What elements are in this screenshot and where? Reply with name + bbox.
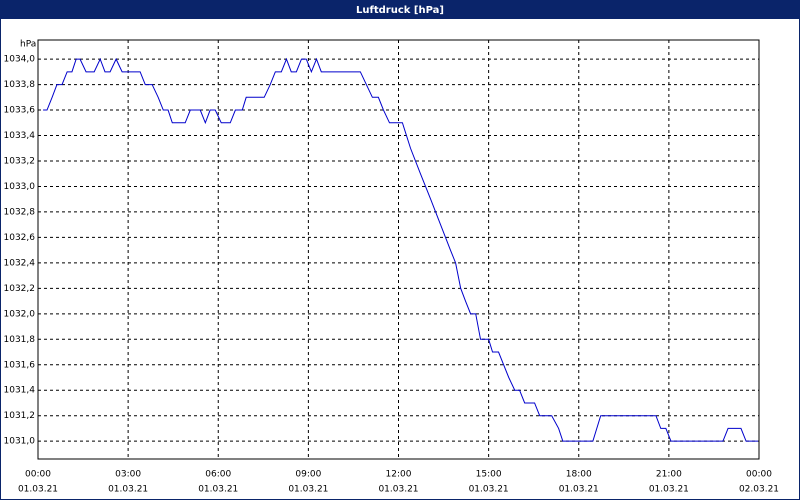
x-tick-label: 15:00	[476, 470, 502, 480]
x-tick-date: 01.03.21	[18, 485, 58, 495]
x-tick-date: 01.03.21	[108, 485, 148, 495]
y-tick-label: 1031,6	[4, 360, 36, 370]
data-line	[43, 57, 759, 442]
x-tick-date: 01.03.21	[649, 485, 689, 495]
y-tick-label: 1031,8	[4, 335, 36, 345]
x-tick-date: 01.03.21	[288, 485, 328, 495]
y-unit: hPa	[20, 40, 36, 50]
x-tick-label: 06:00	[205, 470, 231, 480]
y-tick-label: 1031,4	[4, 386, 36, 396]
y-tick-label: 1033,0	[4, 182, 36, 192]
y-tick-label: 1031,0	[4, 437, 36, 447]
chart-title: Luftdruck [hPa]	[356, 5, 444, 16]
x-tick-label: 00:00	[25, 470, 51, 480]
y-tick-label: 1033,6	[4, 106, 36, 116]
x-tick-label: 12:00	[386, 470, 412, 480]
x-tick-label: 21:00	[656, 470, 682, 480]
x-tick-label: 09:00	[295, 470, 321, 480]
x-tick-date: 01.03.21	[469, 485, 509, 495]
x-tick-date: 01.03.21	[378, 485, 418, 495]
x-tick-label: 03:00	[115, 470, 141, 480]
y-tick-label: 1033,2	[4, 156, 36, 166]
x-tick-label: 18:00	[566, 470, 592, 480]
y-tick-label: 1032,0	[4, 309, 36, 319]
title-bar	[0, 0, 800, 19]
y-tick-label: 1032,6	[4, 233, 36, 243]
x-tick-date: 02.03.21	[739, 485, 779, 495]
y-tick-label: 1032,8	[4, 207, 36, 217]
y-tick-label: 1032,2	[4, 284, 36, 294]
x-tick-date: 01.03.21	[559, 485, 599, 495]
y-tick-label: 1032,4	[4, 258, 36, 268]
y-tick-label: 1031,2	[4, 411, 36, 421]
x-tick-date: 01.03.21	[198, 485, 238, 495]
y-tick-label: 1034,0	[4, 55, 36, 65]
x-tick-label: 00:00	[746, 470, 772, 480]
y-tick-label: 1033,4	[4, 131, 36, 141]
y-tick-label: 1033,8	[4, 80, 36, 90]
